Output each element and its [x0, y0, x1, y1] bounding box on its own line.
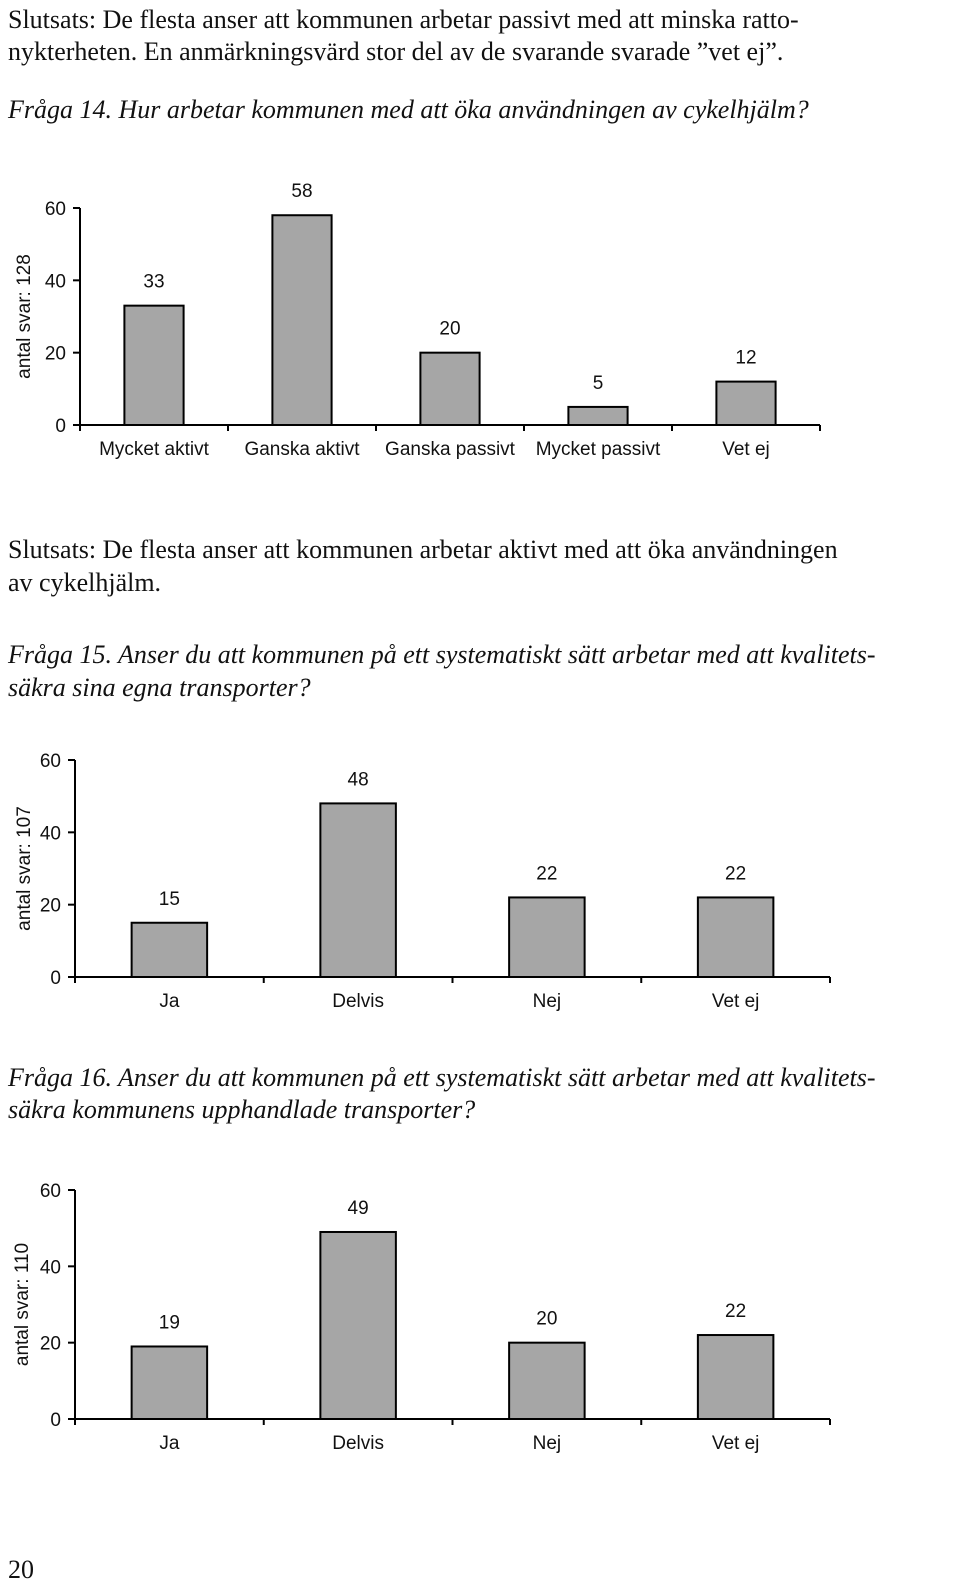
bar: [508, 1341, 586, 1420]
text-line: Fråga 15. Anser du att kommunen på ett s…: [7, 640, 876, 669]
text-line: av cykelhjälm.: [8, 568, 161, 597]
value-label: 19: [159, 1312, 180, 1333]
x-tick-label: Nej: [533, 1433, 562, 1454]
y-tick-label: 0: [55, 416, 66, 437]
y-axis-label: antal svar: 128: [14, 254, 35, 379]
x-tick-label: Mycket aktivt: [99, 439, 210, 460]
value-label: 12: [735, 348, 756, 369]
y-tick-label: 60: [45, 199, 66, 220]
y-tick-label: 60: [40, 1181, 61, 1202]
y-tick-label: 20: [40, 896, 61, 917]
bar: [696, 1334, 775, 1420]
bar: [696, 896, 775, 979]
bar: [123, 304, 185, 426]
y-tick-label: 40: [45, 271, 66, 292]
y-tick-label: 60: [40, 751, 61, 772]
y-tick-label: 40: [40, 1257, 61, 1278]
text-line: Slutsats: De flesta anser att kommunen a…: [8, 535, 838, 564]
value-label: 33: [143, 272, 164, 293]
value-label: 22: [725, 863, 746, 884]
text-line: Slutsats: De flesta anser att kommunen a…: [8, 5, 799, 34]
bar: [319, 1230, 397, 1420]
x-tick-label: Vet ej: [712, 1433, 760, 1454]
x-tick-label: Delvis: [332, 991, 384, 1012]
y-tick-label: 0: [50, 968, 61, 989]
x-tick-label: Ja: [159, 991, 180, 1012]
value-label: 48: [348, 769, 369, 790]
bar: [715, 380, 777, 427]
x-tick-label: Ganska passivt: [385, 439, 516, 460]
text-line: säkra kommunens upphandlade transporter?: [8, 1095, 475, 1124]
x-tick-label: Ja: [159, 1433, 180, 1454]
y-tick-label: 40: [40, 823, 61, 844]
x-tick-label: Nej: [533, 991, 562, 1012]
bar: [271, 214, 333, 426]
y-tick-label: 0: [50, 1410, 61, 1431]
bar: [419, 351, 481, 426]
value-label: 5: [593, 373, 604, 394]
value-label: 22: [536, 863, 557, 884]
text-line: Fråga 16. Anser du att kommunen på ett s…: [7, 1063, 876, 1092]
value-label: 58: [291, 181, 312, 202]
x-tick-label: Ganska aktivt: [244, 439, 360, 460]
page-number: 20: [8, 1555, 34, 1584]
value-label: 20: [439, 319, 460, 340]
x-tick-label: Delvis: [332, 1433, 384, 1454]
x-tick-label: Vet ej: [722, 439, 770, 460]
bar: [130, 921, 209, 978]
y-axis-label: antal svar: 110: [12, 1243, 33, 1366]
value-label: 49: [348, 1198, 369, 1219]
bar: [319, 802, 397, 979]
x-tick-label: Vet ej: [712, 991, 760, 1012]
y-tick-label: 20: [45, 344, 66, 365]
value-label: 22: [725, 1301, 746, 1322]
value-label: 15: [159, 889, 180, 910]
value-label: 20: [536, 1309, 557, 1330]
text-line: säkra sina egna transporter?: [8, 673, 311, 702]
text-line: Fråga 14. Hur arbetar kommunen med att ö…: [7, 95, 809, 124]
bar: [508, 896, 586, 979]
text-line: nykterheten. En anmärkningsvärd stor del…: [8, 37, 783, 66]
bar: [130, 1345, 209, 1420]
y-tick-label: 20: [40, 1334, 61, 1355]
bar: [567, 405, 629, 426]
y-axis-label: antal svar: 107: [14, 806, 35, 931]
x-tick-label: Mycket passivt: [536, 439, 661, 460]
